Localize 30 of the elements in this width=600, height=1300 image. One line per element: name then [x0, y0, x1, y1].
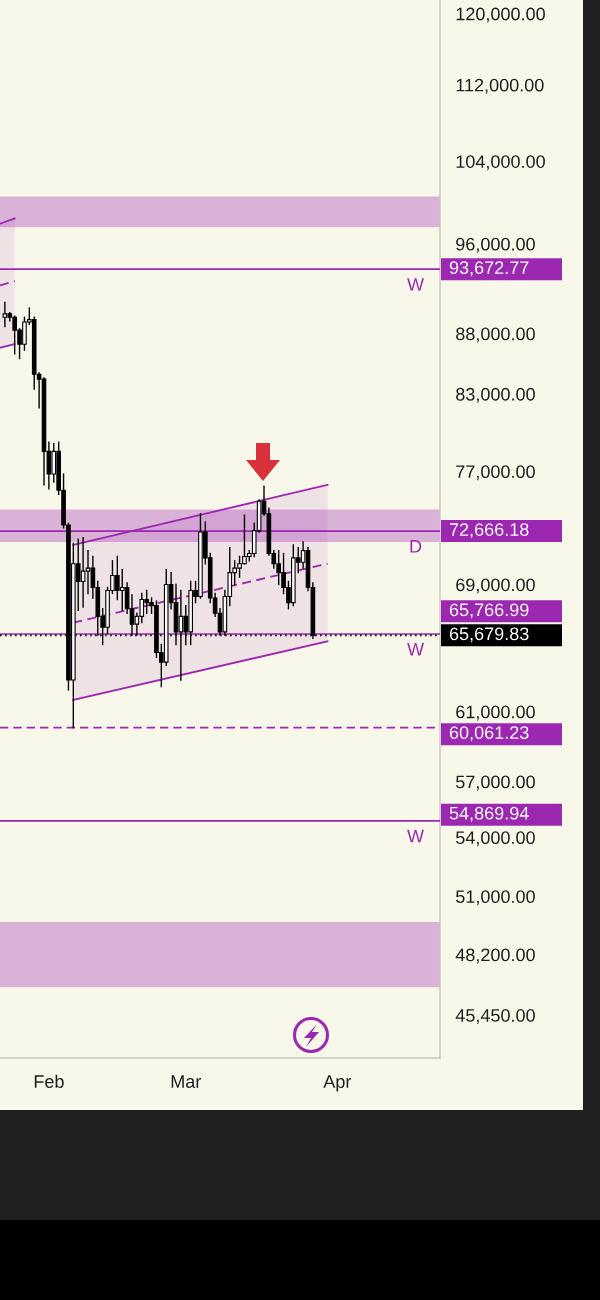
- annotation: W: [407, 278, 425, 291]
- y-tick-label: 96,000.00: [456, 237, 535, 253]
- y-tick-label: 83,000.00: [456, 387, 535, 403]
- y-tick-label: 45,450.00: [455, 1009, 535, 1024]
- y-tick-label: 77,000.00: [456, 465, 535, 481]
- ref-line-label: 65,679.83: [449, 627, 529, 643]
- annotation: W: [407, 642, 425, 656]
- y-tick-label: 54,000.00: [456, 831, 535, 847]
- y-tick-label: 61,000.00: [456, 705, 535, 721]
- x-tick-label: Apr: [323, 1075, 352, 1092]
- candlestick: [80, 537, 86, 608]
- annotation: W: [407, 829, 425, 843]
- candlestick: [178, 589, 184, 681]
- y-tick-label: 48,200.00: [455, 948, 535, 964]
- annotation: D: [410, 540, 422, 553]
- y-tick-label: 57,000.00: [456, 775, 535, 791]
- y-tick-label: 69,000.00: [456, 578, 535, 594]
- y-tick-label: 88,000.00: [456, 327, 535, 343]
- y-tick-label: 51,000.00: [456, 890, 535, 906]
- candlestick: [2, 301, 8, 328]
- ref-line-label: 60,061.23: [449, 726, 529, 742]
- x-tick-label: Feb: [34, 1074, 64, 1088]
- y-tick-label: 112,000.00: [456, 78, 544, 94]
- x-tick-label: Mar: [171, 1075, 202, 1088]
- y-tick-label: 104,000.00: [456, 155, 545, 171]
- ref-line-label: 54,869.94: [449, 806, 529, 822]
- ref-line-label: 93,672.77: [449, 261, 529, 277]
- ref-line-label: 72,666.18: [449, 523, 529, 539]
- y-tick-label: 120,000.00: [456, 7, 545, 23]
- ref-line-label: 65,766.99: [449, 603, 529, 619]
